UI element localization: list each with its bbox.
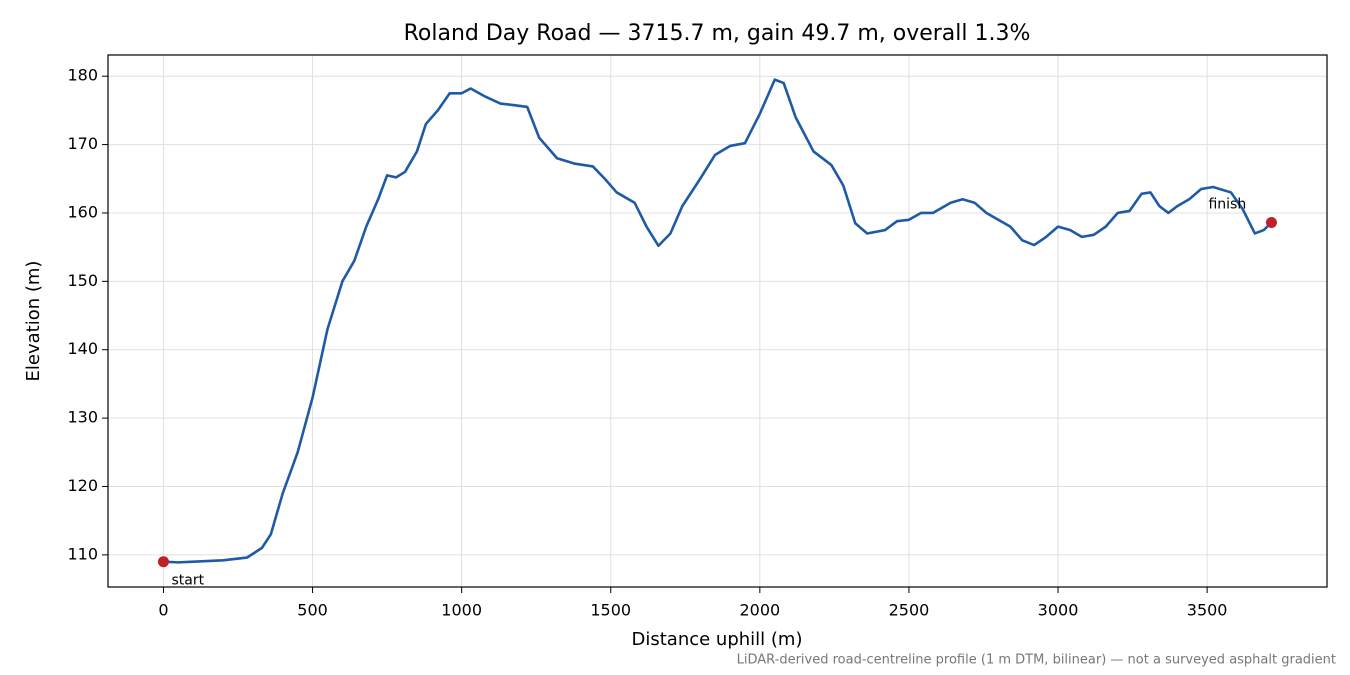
y-tick-label: 160	[67, 202, 98, 221]
x-tick-label: 1500	[590, 601, 631, 620]
x-tick-label: 1000	[441, 601, 482, 620]
endpoint-label: finish	[1208, 197, 1246, 213]
y-tick-label: 180	[67, 66, 98, 85]
elevation-line	[163, 78, 1273, 564]
x-tick-label: 2500	[889, 601, 930, 620]
y-tick-label: 110	[67, 544, 98, 563]
y-tick-label: 140	[67, 339, 98, 358]
y-tick-label: 130	[67, 408, 98, 427]
x-axis-label: Distance uphill (m)	[632, 629, 803, 650]
x-tick-label: 500	[297, 601, 328, 620]
x-tick-label: 3500	[1187, 601, 1228, 620]
x-tick-label: 3000	[1038, 601, 1079, 620]
endpoint-marker	[1265, 217, 1277, 229]
x-tick-label: 0	[158, 601, 168, 620]
y-tick-label: 150	[67, 271, 98, 290]
y-tick-label: 170	[67, 134, 98, 153]
endpoint-marker	[157, 556, 169, 568]
y-tick-label: 120	[67, 476, 98, 495]
chart-title: Roland Day Road — 3715.7 m, gain 49.7 m,…	[404, 21, 1031, 46]
plot-frame	[107, 54, 1328, 588]
x-tick-label: 2000	[739, 601, 780, 620]
y-axis-label: Elevation (m)	[23, 261, 44, 382]
endpoint-label: start	[171, 573, 204, 589]
footnote: LiDAR-derived road-centreline profile (1…	[737, 653, 1336, 668]
